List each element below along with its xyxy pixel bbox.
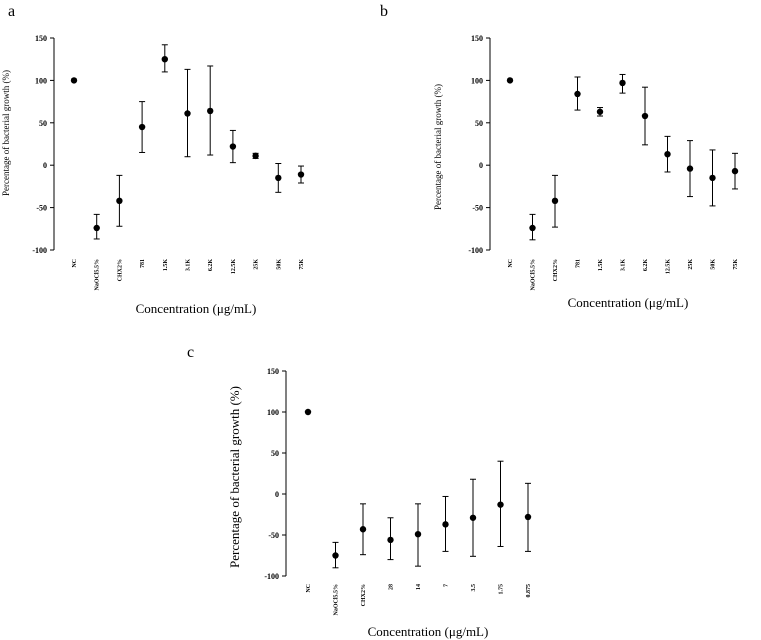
panel-b-data-point: [574, 90, 581, 98]
panel-c-y-tick-label: -100: [264, 572, 279, 581]
panel-a-data-point: [70, 77, 78, 84]
panel-a-data-point: [275, 174, 282, 182]
panel-a-x-tick-label: 25K: [254, 259, 260, 270]
panel-a-y-tick-label: -50: [36, 204, 47, 213]
panel-b-data-point: [709, 174, 716, 182]
panel-c-x-tick-label: NC: [306, 584, 312, 593]
panel-b-data-point: [506, 77, 514, 84]
panel-c-x-tick-label: CHX2%: [361, 584, 367, 606]
panel-c-data-point: [332, 552, 339, 559]
panel-b-x-tick-label: 25K: [688, 259, 694, 270]
panel-b-y-tick-label: 50: [475, 119, 483, 128]
panel-a-x-tick-label: NC: [72, 259, 78, 268]
panel-c-data-point: [497, 501, 504, 508]
panel-b-x-tick-label: 75K: [733, 259, 739, 270]
panel-a-data-point: [138, 123, 146, 131]
panel-c-data-point: [387, 536, 394, 544]
panel-a-y-axis-title: Percentage of bacterial growth (%): [1, 70, 11, 196]
panel-b-y-tick-label: -50: [472, 204, 483, 213]
panel-b: b Percentage of bacterial growth (%) Con…: [380, 3, 739, 310]
panel-b-x-tick-label: NaOCl5.5%: [531, 259, 537, 291]
panel-c: c Percentage of bacterial growth (%) Con…: [187, 344, 532, 639]
panel-b-x-tick-label: NC: [508, 259, 514, 268]
panel-b-y-axis-title: Percentage of bacterial growth (%): [433, 84, 443, 210]
panel-b-x-tick-label: 3.1K: [621, 259, 627, 272]
panel-a-x-tick-label: CHX2%: [117, 259, 123, 281]
panel-a-x-tick-label: 50K: [276, 259, 282, 270]
panel-b-data-point: [529, 224, 536, 232]
panel-a-label: a: [8, 3, 15, 20]
panel-a-x-tick-label: 1.5K: [163, 259, 169, 272]
panel-a-data-point: [161, 56, 168, 63]
panel-b-data-point: [596, 108, 604, 115]
panel-b-x-tick-label: 50K: [711, 259, 717, 270]
panel-a-x-tick-label: 12.5K: [231, 259, 237, 275]
panel-b-x-tick-label: 781: [576, 259, 582, 268]
panel-c-x-tick-label: 1.75: [499, 584, 505, 595]
panel-b-data-point: [731, 167, 739, 175]
panel-a-data-point: [252, 152, 259, 160]
panel-a-x-axis-title: Concentration (μg/mL): [136, 301, 257, 316]
panel-c-data-point: [524, 513, 532, 521]
panel-a-y-tick-label: -100: [32, 246, 47, 255]
panel-a-x-tick-label: 75K: [299, 259, 305, 270]
panel-a-data-point: [207, 107, 214, 115]
panel-a-data-point: [229, 143, 237, 150]
panel-b-data-point: [551, 197, 559, 205]
panel-a-data-point: [184, 110, 191, 117]
panel-a-x-tick-label: 6.2K: [208, 259, 214, 272]
panel-a-y-tick-label: 50: [39, 119, 47, 128]
panel-a-x-tick-label: 3.1K: [186, 259, 192, 272]
panel-b-y-tick-label: 100: [471, 76, 483, 85]
panel-b-data-point: [641, 112, 649, 120]
panel-c-data-point: [469, 514, 477, 521]
panel-c-data-point: [414, 530, 422, 538]
panel-a-y-tick-label: 150: [35, 34, 47, 43]
panel-c-x-tick-label: NaOCl5.5%: [334, 584, 340, 616]
panel-b-y-tick-label: 0: [479, 161, 483, 170]
panel-c-y-tick-label: 0: [275, 490, 279, 499]
panel-c-y-tick-label: 100: [267, 408, 279, 417]
panel-c-x-tick-label: 28: [389, 584, 395, 590]
panel-c-y-axis-title: Percentage of bacterial growth (%): [227, 386, 242, 568]
panel-c-label: c: [187, 344, 194, 361]
panel-b-y-tick-label: -100: [468, 246, 483, 255]
panel-c-y-tick-label: 150: [267, 367, 279, 376]
panel-b-x-axis-title: Concentration (μg/mL): [568, 295, 689, 310]
panel-a-data-point: [116, 197, 123, 205]
panel-b-x-tick-label: 6.2K: [643, 259, 649, 272]
panel-a-x-tick-label: 781: [140, 259, 146, 268]
panel-c-x-tick-label: 3.5: [471, 584, 477, 592]
panel-b-y-tick-label: 150: [471, 34, 483, 43]
panel-b-x-tick-label: 12.5K: [666, 259, 672, 275]
panel-c-y-tick-label: -50: [268, 531, 279, 540]
panel-a-y-tick-label: 100: [35, 76, 47, 85]
panel-c-y-tick-label: 50: [271, 449, 279, 458]
panel-b-x-tick-label: 1.5K: [598, 259, 604, 272]
panel-c-data-point: [304, 408, 312, 416]
panel-a-y-tick-label: 0: [43, 161, 47, 170]
panel-c-data-point: [442, 521, 449, 528]
panel-c-x-tick-label: 14: [416, 584, 422, 590]
panel-b-data-point: [664, 150, 671, 158]
panel-a-data-point: [297, 171, 305, 178]
panel-c-x-axis-title: Concentration (μg/mL): [368, 624, 489, 639]
panel-c-x-tick-label: 7: [444, 584, 450, 587]
panel-a-x-tick-label: NaOCl5.5%: [95, 259, 101, 291]
panel-b-data-point: [686, 165, 694, 172]
panel-b-data-point: [619, 79, 626, 87]
panel-c-x-tick-label: 0.875: [526, 584, 532, 598]
panel-b-label: b: [380, 3, 388, 20]
panel-c-data-point: [359, 526, 367, 533]
panel-b-x-tick-label: CHX2%: [553, 259, 559, 281]
panel-a-data-point: [93, 224, 100, 232]
panel-a: a Percentage of bacterial growth (%) Con…: [1, 3, 305, 316]
